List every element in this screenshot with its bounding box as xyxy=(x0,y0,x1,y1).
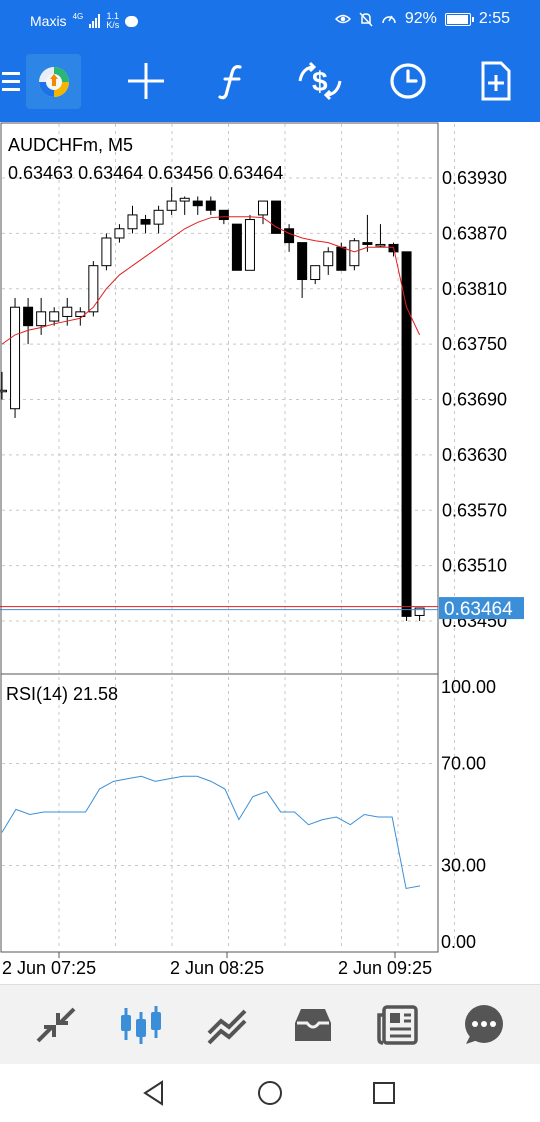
news-icon[interactable] xyxy=(374,1003,422,1047)
candle-body xyxy=(271,200,282,234)
timeframe-clock-icon[interactable] xyxy=(380,52,436,110)
network-speed: 1.1 K/s xyxy=(106,12,119,30)
current-price-tag: 0.63464 xyxy=(439,597,524,620)
candle-body xyxy=(297,242,308,281)
candle-body xyxy=(127,214,138,230)
rsi-level-label: 0.00 xyxy=(441,932,476,952)
rsi-line xyxy=(1,775,421,890)
candle-body xyxy=(88,265,99,313)
price-label: 0.63930 xyxy=(442,168,507,188)
candle-body xyxy=(23,306,34,327)
price-label: 0.63750 xyxy=(442,334,507,354)
status-bar: Maxis 4G 1.1 K/s 92% 2:55 xyxy=(0,0,540,42)
chat-icon[interactable] xyxy=(460,1003,508,1047)
price-label: 0.63570 xyxy=(442,500,507,520)
candle-body xyxy=(101,237,112,267)
battery-icon xyxy=(444,12,474,26)
bottom-navigation xyxy=(0,984,540,1064)
history-icon[interactable] xyxy=(289,1003,337,1047)
candle-body xyxy=(0,389,7,393)
back-icon[interactable] xyxy=(137,1078,171,1108)
eye-icon xyxy=(334,14,351,24)
candle-body xyxy=(323,251,334,267)
top-toolbar: $ xyxy=(0,42,540,122)
candle-body xyxy=(401,251,412,617)
speed-unit: K/s xyxy=(106,20,120,30)
chart-icon[interactable] xyxy=(117,1003,165,1047)
signal-icon xyxy=(89,14,101,28)
system-navigation-bar xyxy=(0,1064,540,1122)
candle-body xyxy=(153,209,164,225)
price-label: 0.63510 xyxy=(442,556,507,576)
candle-body xyxy=(336,246,347,271)
status-left: Maxis 4G 1.1 K/s xyxy=(30,12,139,30)
trade-icon[interactable] xyxy=(203,1003,251,1047)
rsi-axis: 100.00 70.00 30.00 0.00 xyxy=(441,677,496,952)
currency-exchange-icon[interactable]: $ xyxy=(292,52,348,110)
candle-body xyxy=(62,306,73,317)
add-template-icon[interactable] xyxy=(468,52,524,110)
menu-icon[interactable] xyxy=(0,52,22,110)
crosshair-icon[interactable] xyxy=(118,52,174,110)
price-label: 0.63690 xyxy=(442,390,507,410)
main-panel-frame xyxy=(0,122,439,675)
candle-body xyxy=(36,311,47,327)
candle-body xyxy=(205,200,216,211)
current-price-label: 0.63464 xyxy=(444,599,513,620)
ohlc-values: 0.63463 0.63464 0.63456 0.63464 xyxy=(8,163,283,183)
candles xyxy=(0,187,425,621)
rsi-level-label: 70.00 xyxy=(441,754,486,774)
recents-icon[interactable] xyxy=(367,1078,401,1108)
rsi-title: RSI(14) 21.58 xyxy=(6,684,118,704)
metatrader-logo-icon[interactable] xyxy=(26,54,81,109)
candle-body xyxy=(179,197,190,202)
indicator-f-icon[interactable] xyxy=(204,52,260,110)
symbol-title: AUDCHFm, M5 xyxy=(8,135,133,155)
candle-body xyxy=(114,228,125,239)
candle-body xyxy=(284,228,295,244)
candle-body xyxy=(310,265,321,281)
carrier-label: Maxis xyxy=(30,13,67,29)
candle-body xyxy=(10,306,21,410)
time-label: 2 Jun 09:25 xyxy=(338,958,432,978)
candle-body xyxy=(258,200,268,216)
price-label: 0.63870 xyxy=(442,223,507,243)
candle-body xyxy=(218,209,229,221)
candle-body xyxy=(414,607,425,616)
candle-body xyxy=(166,200,177,211)
battery-percent: 92% xyxy=(404,10,437,27)
candle-body xyxy=(375,243,386,247)
candle-body xyxy=(140,219,151,225)
mute-bell-icon xyxy=(359,11,373,27)
chart-area[interactable]: 0.63930 0.63870 0.63810 0.63750 0.63690 0.636… xyxy=(0,122,540,984)
candle-body xyxy=(192,200,203,207)
performance-icon xyxy=(382,15,396,24)
rsi-level-label: 100.00 xyxy=(441,677,496,697)
price-tag-bg xyxy=(439,597,524,620)
svg-text:$: $ xyxy=(312,66,328,97)
candle-body xyxy=(231,223,242,271)
price-label: 0.63630 xyxy=(442,445,507,465)
speed-value: 1.1 xyxy=(106,11,119,21)
candle-body xyxy=(362,242,373,245)
moving-average-line xyxy=(1,216,421,345)
status-right: 92% 2:55 xyxy=(334,10,510,28)
price-axis: 0.63930 0.63870 0.63810 0.63750 0.63690 0.636… xyxy=(442,168,507,631)
rsi-panel-frame xyxy=(0,673,439,953)
network-type: 4G xyxy=(72,12,84,21)
rsi-level-label: 30.00 xyxy=(441,856,486,876)
quotes-icon[interactable] xyxy=(32,1003,80,1047)
line-app-icon xyxy=(125,15,139,27)
time-label: 2 Jun 07:25 xyxy=(2,958,96,978)
chart-grid xyxy=(2,124,455,950)
candle-body xyxy=(244,219,255,271)
chart-canvas[interactable]: 0.63930 0.63870 0.63810 0.63750 0.63690 0.636… xyxy=(0,122,540,984)
candle-body xyxy=(49,311,60,322)
price-label: 0.63810 xyxy=(442,279,507,299)
home-icon[interactable] xyxy=(253,1078,287,1108)
time-label: 2 Jun 08:25 xyxy=(170,958,264,978)
candle-body xyxy=(349,240,360,267)
clock-time: 2:55 xyxy=(478,10,510,27)
time-axis: 2 Jun 07:25 2 Jun 08:25 2 Jun 09:25 xyxy=(2,952,432,978)
